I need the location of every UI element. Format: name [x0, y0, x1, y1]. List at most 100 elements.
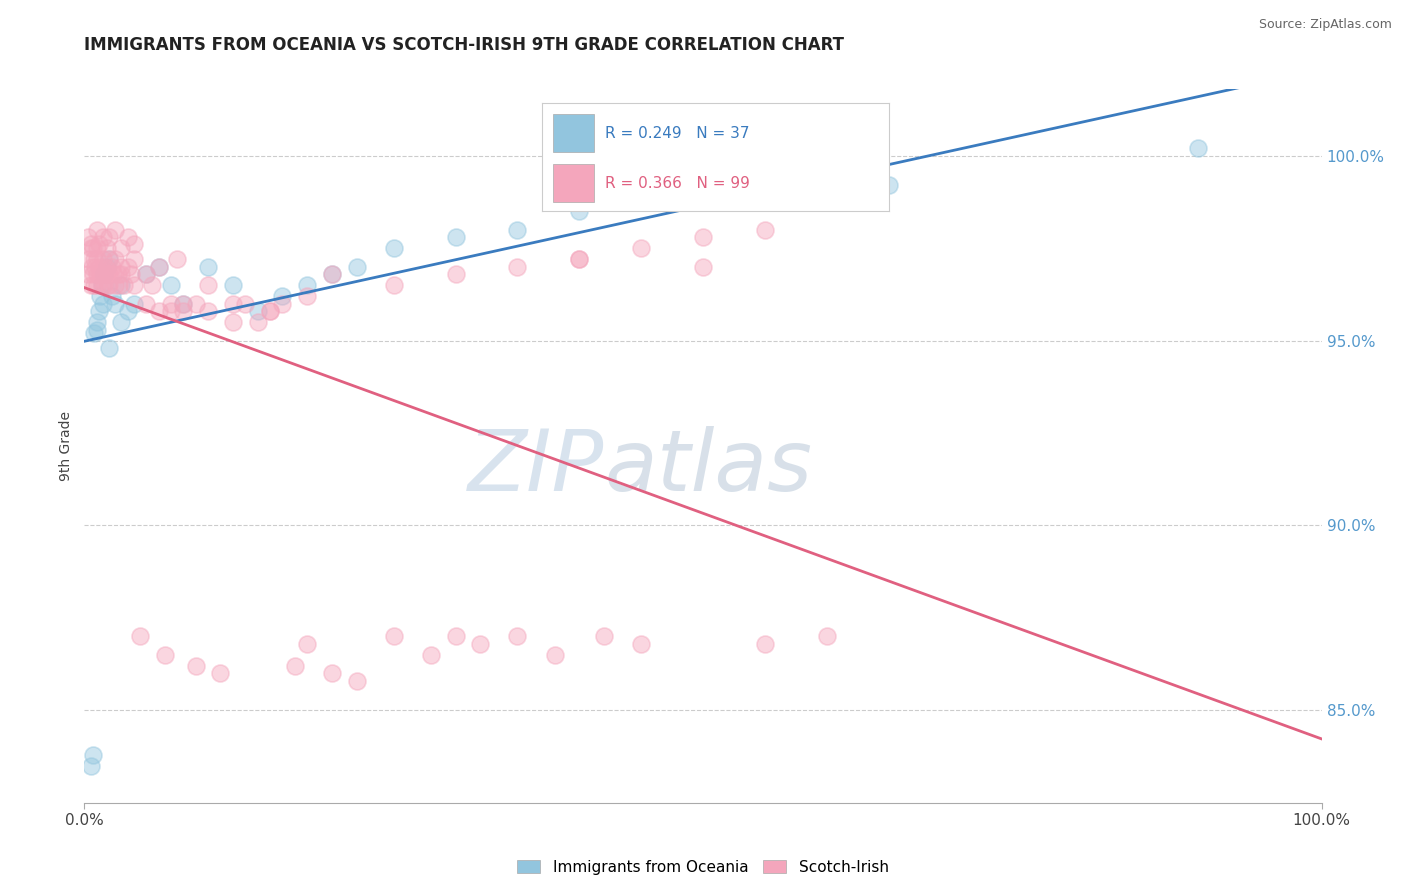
- Point: [135, 267, 157, 281]
- Point: [346, 673, 368, 688]
- Text: ZIP: ZIP: [468, 425, 605, 509]
- Point: [122, 278, 145, 293]
- Point: [568, 252, 591, 267]
- Point: [543, 648, 565, 662]
- Point: [86, 252, 108, 267]
- Y-axis label: 9th Grade: 9th Grade: [59, 411, 73, 481]
- Point: [83, 252, 105, 267]
- Point: [321, 267, 343, 281]
- Point: [135, 296, 157, 310]
- Point: [89, 289, 111, 303]
- Text: atlas: atlas: [605, 425, 813, 509]
- Point: [129, 629, 152, 643]
- Point: [233, 296, 256, 310]
- Point: [754, 223, 776, 237]
- Point: [89, 260, 111, 274]
- Point: [630, 241, 652, 255]
- Point: [82, 747, 104, 762]
- Point: [222, 296, 245, 310]
- Legend: Immigrants from Oceania, Scotch-Irish: Immigrants from Oceania, Scotch-Irish: [512, 854, 894, 880]
- Point: [94, 260, 117, 274]
- Point: [98, 230, 121, 244]
- Point: [160, 296, 183, 310]
- Point: [91, 296, 114, 310]
- Point: [122, 296, 145, 310]
- Point: [166, 252, 188, 267]
- Point: [86, 278, 108, 293]
- Point: [444, 267, 467, 281]
- Point: [91, 252, 114, 267]
- Point: [90, 278, 112, 293]
- Point: [107, 267, 129, 281]
- Point: [104, 296, 127, 310]
- Point: [104, 278, 127, 293]
- Point: [110, 260, 132, 274]
- Point: [815, 629, 838, 643]
- Point: [444, 230, 467, 244]
- Point: [98, 278, 121, 293]
- Point: [86, 241, 108, 255]
- Point: [419, 648, 441, 662]
- Point: [382, 278, 405, 293]
- Point: [83, 278, 105, 293]
- Point: [79, 759, 101, 773]
- Point: [122, 252, 145, 267]
- Point: [96, 241, 118, 255]
- Point: [184, 659, 207, 673]
- Point: [117, 304, 139, 318]
- Point: [91, 267, 114, 281]
- Point: [593, 629, 616, 643]
- Point: [83, 326, 105, 341]
- Point: [82, 241, 104, 255]
- Point: [96, 267, 118, 281]
- Point: [754, 637, 776, 651]
- Point: [122, 237, 145, 252]
- Point: [101, 267, 124, 281]
- Point: [259, 304, 281, 318]
- Point: [692, 260, 714, 274]
- Point: [259, 304, 281, 318]
- Point: [100, 260, 122, 274]
- Point: [148, 260, 170, 274]
- Point: [82, 267, 104, 281]
- Point: [89, 304, 111, 318]
- Point: [197, 260, 219, 274]
- Point: [104, 252, 127, 267]
- Point: [89, 237, 111, 252]
- Point: [160, 278, 183, 293]
- Point: [93, 278, 115, 293]
- Point: [692, 193, 714, 207]
- Point: [197, 278, 219, 293]
- Point: [877, 178, 900, 193]
- Point: [89, 267, 111, 281]
- Point: [110, 267, 132, 281]
- Point: [271, 289, 294, 303]
- Point: [110, 315, 132, 329]
- Point: [141, 278, 163, 293]
- Point: [79, 237, 101, 252]
- Point: [108, 278, 131, 293]
- Point: [120, 267, 142, 281]
- Point: [692, 230, 714, 244]
- Point: [84, 260, 107, 274]
- Point: [79, 241, 101, 255]
- Point: [80, 260, 103, 274]
- Point: [93, 267, 115, 281]
- Point: [506, 223, 529, 237]
- Point: [100, 289, 122, 303]
- Point: [506, 260, 529, 274]
- Point: [172, 296, 194, 310]
- Point: [98, 341, 121, 355]
- Point: [246, 315, 269, 329]
- Point: [148, 260, 170, 274]
- Point: [90, 278, 112, 293]
- Point: [197, 304, 219, 318]
- Point: [172, 304, 194, 318]
- Point: [172, 296, 194, 310]
- Point: [86, 322, 108, 336]
- Point: [321, 267, 343, 281]
- Point: [98, 252, 121, 267]
- Point: [246, 304, 269, 318]
- Point: [153, 648, 176, 662]
- Point: [77, 230, 100, 244]
